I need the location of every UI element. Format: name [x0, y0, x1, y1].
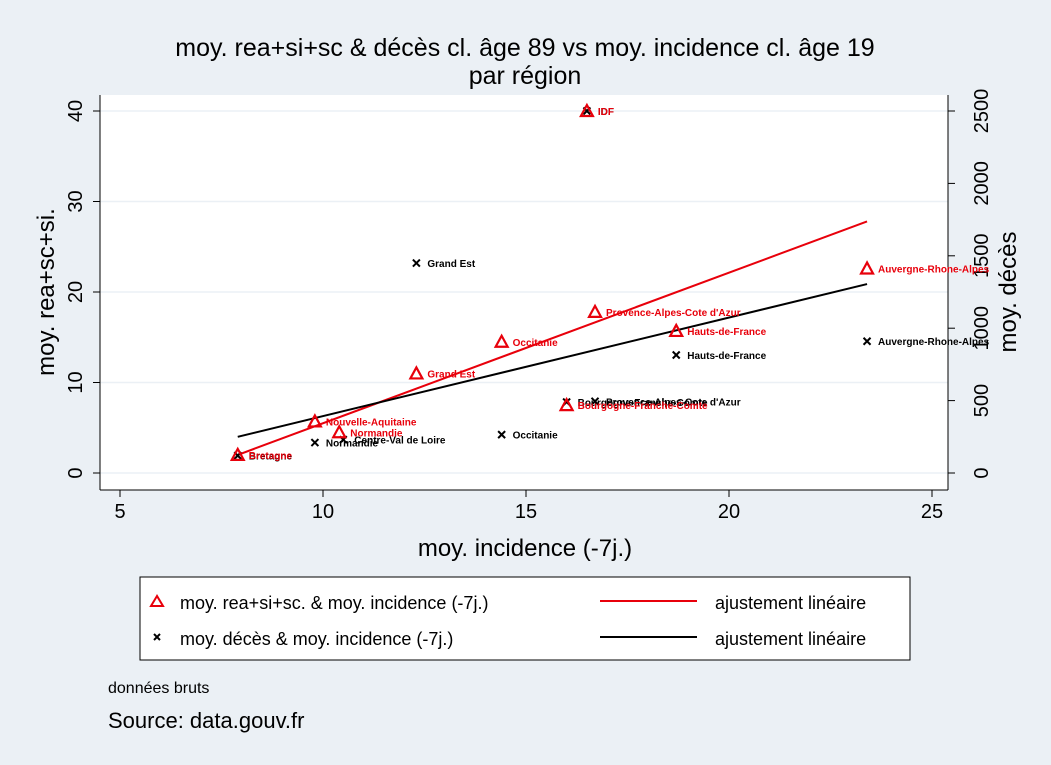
- point-label: Normandie: [326, 439, 379, 450]
- x-tick-label: 20: [718, 501, 740, 523]
- point-label: Provence-Alpes-Cote d'Azur: [606, 308, 741, 319]
- chart-subtitle: par région: [469, 62, 582, 90]
- point-triangle: [307, 413, 323, 428]
- y-right-tick-label: 500: [971, 384, 993, 417]
- legend-fit-2: ajustement linéaire: [715, 629, 866, 649]
- x-axis-label: moy. incidence (-7j.): [418, 535, 632, 562]
- legend-x-marker-icon: [153, 633, 161, 641]
- point-x-stroke: [672, 350, 681, 360]
- point-label: Occitanie: [513, 431, 558, 442]
- point-label: Nouvelle-Aquitaine: [326, 417, 417, 428]
- point-triangle: [859, 260, 875, 275]
- legend-box: [139, 576, 911, 661]
- legend-series-1: moy. rea+si+sc. & moy. incidence (-7j.): [180, 593, 488, 613]
- point-label: Normandie: [350, 428, 403, 439]
- fit-line-1: [237, 220, 868, 456]
- point-x: [497, 430, 506, 439]
- point-label: Bourgogne-Franche-Comte: [578, 401, 708, 412]
- chart-title: moy. rea+si+sc & décès cl. âge 89 vs moy…: [175, 34, 874, 62]
- point-label: Bretagne: [249, 452, 293, 463]
- point-label: Bretagne: [249, 451, 293, 462]
- data-points: IDF Grand Est Auvergne-Rhone-Alpes Hauts-de…: [229, 102, 990, 463]
- y-left-tick-label: 10: [65, 371, 87, 393]
- y-axis-left-label: moy. rea+sc+si.: [33, 208, 60, 376]
- y-right-tick-label: 2000: [971, 161, 993, 206]
- point-x-stroke: [412, 258, 421, 268]
- point-label: Hauts-de-France: [687, 327, 766, 338]
- point-label: Auvergne-Rhone-Alpes: [878, 337, 990, 348]
- fit-line-2: [237, 283, 868, 438]
- legend-triangle-icon: [149, 594, 165, 607]
- point-x-stroke: [590, 397, 600, 406]
- point-triangle: [558, 396, 575, 412]
- y-left-tick-label: 20: [65, 281, 87, 303]
- point-x-stroke: [497, 430, 506, 439]
- point-label: Auvergne-Rhone-Alpes: [878, 264, 990, 275]
- fit-lines: [237, 220, 868, 456]
- point-triangle: [493, 333, 510, 348]
- grid: [100, 110, 948, 474]
- y-left-tick-label: 30: [65, 190, 87, 212]
- point-x: [590, 397, 600, 406]
- point-x: [412, 258, 421, 268]
- ticks: 5 10 15 20 25 0 10 20 30 40 0 500 1000 1500 2000 2500: [65, 89, 993, 523]
- point-x-stroke: [310, 438, 320, 447]
- point-x-stroke: [862, 337, 872, 346]
- x-tick-label: 5: [114, 501, 125, 523]
- y-left-tick-label: 0: [65, 467, 87, 478]
- point-triangle: [579, 102, 595, 118]
- y-right-tick-label: 1000: [971, 306, 993, 351]
- point-triangle: [587, 303, 603, 319]
- point-triangle: [331, 423, 348, 439]
- x-tick-label: 25: [921, 501, 943, 523]
- point-label: Provence-Alpes-Cote d'Azur: [606, 397, 741, 408]
- point-x: [310, 438, 320, 447]
- y-left-tick-label: 40: [65, 100, 87, 122]
- raw-data-note: données bruts: [108, 680, 209, 697]
- point-label: Hauts-de-France: [687, 351, 766, 362]
- point-x: [672, 350, 681, 360]
- legend-fit-1: ajustement linéaire: [715, 593, 866, 613]
- legend: moy. rea+si+sc. & moy. incidence (-7j.) …: [139, 576, 911, 661]
- legend-series-2: moy. décès & moy. incidence (-7j.): [180, 629, 453, 649]
- point-triangle: [229, 446, 246, 461]
- point-x: [862, 337, 872, 346]
- y-right-tick-label: 2500: [971, 89, 993, 134]
- point-triangle: [408, 365, 425, 380]
- source-note: Source: data.gouv.fr: [108, 708, 305, 733]
- point-label: IDF: [598, 107, 614, 118]
- point-label: Bourgogne-Franche-Comte: [578, 398, 708, 409]
- x-tick-label: 10: [312, 501, 334, 523]
- point-label: Grand Est: [427, 259, 475, 270]
- point-label: Grand Est: [427, 369, 475, 380]
- point-label: Occitanie: [513, 338, 558, 349]
- point-triangle: [668, 322, 685, 338]
- y-right-tick-label: 1500: [971, 234, 993, 278]
- point-label: Centre-Val de Loire: [354, 436, 446, 447]
- y-axis-right-label: moy. décès: [995, 232, 1022, 353]
- x-tick-label: 15: [515, 501, 537, 523]
- y-right-tick-label: 0: [971, 467, 993, 478]
- point-label: IDF: [598, 107, 614, 118]
